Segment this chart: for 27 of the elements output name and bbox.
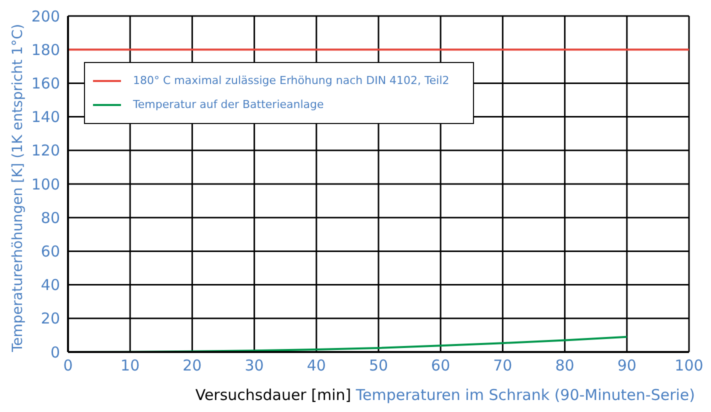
y-tick-label: 0 [50, 343, 60, 362]
x-tick-label: 90 [617, 356, 636, 375]
y-tick-label: 40 [40, 276, 60, 294]
x-tick-label: 40 [306, 356, 326, 375]
x-tick-label: 20 [182, 356, 202, 375]
x-tick-label: 0 [63, 356, 73, 375]
x-tick-label: 50 [368, 356, 388, 375]
y-tick-label: 160 [31, 74, 60, 93]
x-tick-label: 100 [674, 356, 704, 375]
y-tick-label: 60 [40, 242, 60, 261]
y-tick-label: 20 [40, 310, 60, 328]
y-tick-label: 120 [31, 142, 60, 160]
x-tick-label: 30 [244, 356, 264, 375]
y-tick-label: 180 [31, 40, 60, 59]
text: Temperaturen im Schrank (90-Minuten-Serie) [356, 386, 695, 404]
legend-label: 180° C maximal zulässige Erhöhung nach DIN 4102, Teil2 [133, 73, 450, 89]
y-tick-label: 200 [31, 7, 60, 26]
x-tick-label: 60 [431, 356, 450, 375]
x-tick-label: 70 [493, 356, 512, 375]
y-tick-label: 100 [31, 175, 60, 194]
x-tick-label: 10 [120, 356, 140, 375]
x-axis-title: Versuchsdauer [min] [195, 386, 352, 404]
y-axis-title: Temperaturerhöhungen [K] (1K entspricht 1°C) [10, 24, 26, 352]
y-tick-label: 140 [31, 108, 60, 126]
y-tick-label: 80 [40, 208, 60, 227]
x-tick-label: 80 [555, 356, 574, 375]
legend-label: Temperatur auf der Batterieanlage [133, 97, 324, 113]
